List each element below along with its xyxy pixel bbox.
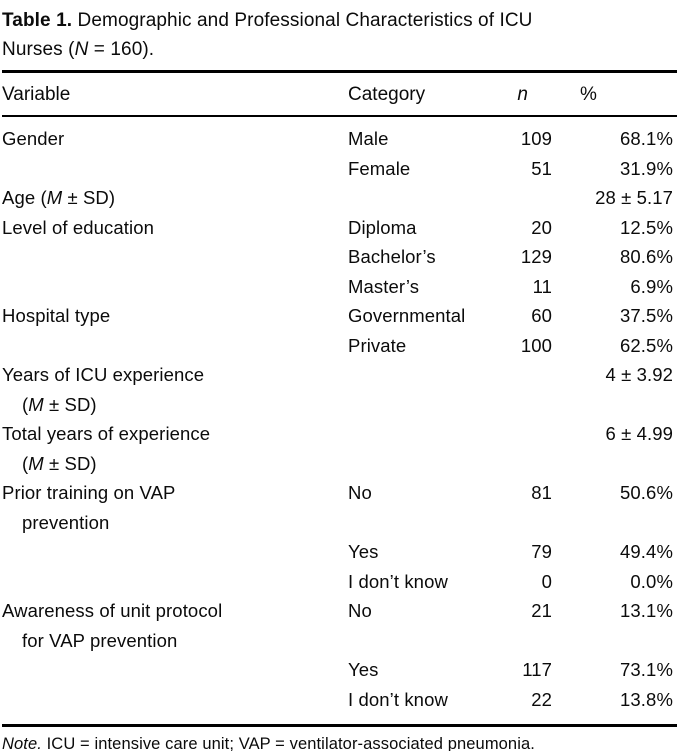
cell-n: 20 — [531, 216, 552, 238]
cell-percent: 31.9% — [620, 157, 673, 179]
header-row: Variable Category n % — [2, 71, 677, 117]
cell-percent: 6.9% — [630, 275, 673, 297]
cell-n: 129 — [520, 246, 552, 267]
cell-variable: Awareness of unit protocol for VAP preven… — [2, 600, 223, 651]
cell-variable: Hospital type — [2, 305, 111, 326]
cell-percent: 49.4% — [620, 541, 673, 562]
table-title-line1: Demographic and Professional Characteris… — [77, 10, 533, 31]
cell-category: Diploma — [348, 216, 417, 238]
column-header-category: Category — [348, 71, 476, 117]
table-row: Gender Male 109 68.1% — [2, 116, 677, 154]
table-row: Female 51 31.9% — [2, 154, 677, 184]
table-row: I don’t know 0 0.0% — [2, 567, 677, 597]
cell-variable — [2, 655, 348, 685]
cell-n: 11 — [532, 275, 552, 297]
cell-category: Yes — [348, 541, 379, 562]
cell-variable: Prior training on VAP prevention — [2, 482, 176, 533]
cell-percent: 68.1% — [620, 128, 673, 149]
cell-variable — [2, 272, 348, 302]
table-row: I don’t know 22 13.8% — [2, 685, 677, 726]
cell-category — [348, 183, 476, 213]
cell-percent: 73.1% — [620, 659, 673, 680]
cell-variable — [2, 567, 348, 597]
table-row: Yes 117 73.1% — [2, 655, 677, 685]
cell-percent: 50.6% — [620, 482, 673, 503]
cell-category — [348, 419, 476, 478]
cell-n: 22 — [531, 688, 552, 710]
cell-n: 21 — [531, 600, 552, 621]
cell-n: 117 — [522, 659, 552, 680]
cell-variable: Gender — [2, 128, 65, 149]
table-row: Level of education Diploma 20 12.5% — [2, 213, 677, 243]
cell-percent: 6 ± 4.99 — [605, 423, 673, 444]
table-row: Age (M ± SD) 28 ± 5.17 — [2, 183, 677, 213]
table-note: Note. ICU = intensive care unit; VAP = v… — [2, 735, 535, 751]
cell-percent: 0.0% — [630, 570, 673, 592]
cell-category — [348, 360, 476, 419]
cell-n: 60 — [531, 305, 552, 326]
cell-percent: 12.5% — [620, 216, 673, 238]
cell-category: Male — [348, 128, 389, 149]
column-header-n: n — [476, 71, 552, 117]
cell-category: Private — [348, 334, 407, 356]
cell-percent: 4 ± 3.92 — [605, 364, 673, 385]
cell-variable: Years of ICU experience (M ± SD) — [2, 364, 205, 415]
cell-percent: 37.5% — [620, 305, 673, 326]
cell-n — [476, 183, 552, 213]
table-body: Gender Male 109 68.1% Female 51 31.9% Ag… — [2, 116, 677, 726]
cell-variable — [2, 685, 348, 726]
cell-n: 100 — [520, 334, 552, 356]
cell-variable — [2, 537, 348, 567]
cell-category: Bachelor’s — [348, 246, 436, 267]
cell-percent: 80.6% — [620, 246, 673, 267]
cell-variable — [2, 331, 348, 361]
cell-n: 79 — [531, 541, 552, 562]
cell-percent: 13.1% — [620, 600, 673, 621]
demographics-table: Variable Category n % Gender Male 109 68… — [2, 70, 677, 727]
cell-variable: Level of education — [2, 216, 154, 238]
cell-category: Female — [348, 157, 411, 179]
cell-variable — [2, 154, 348, 184]
cell-n — [476, 360, 552, 419]
cell-percent: 62.5% — [620, 334, 673, 356]
cell-variable: Age (M ± SD) — [2, 187, 116, 208]
cell-category: Master’s — [348, 275, 420, 297]
cell-n: 81 — [531, 482, 552, 503]
cell-variable — [2, 242, 348, 272]
cell-n — [476, 419, 552, 478]
cell-category: Yes — [348, 659, 379, 680]
table-row: Private 100 62.5% — [2, 331, 677, 361]
table-title: Table 1. Demographic and Professional Ch… — [2, 6, 677, 64]
cell-percent: 28 ± 5.17 — [595, 187, 673, 208]
table-row: Total years of experience (M ± SD) 6 ± 4.… — [2, 419, 677, 478]
cell-variable: Total years of experience (M ± SD) — [2, 423, 211, 474]
cell-category: Governmental — [348, 305, 466, 326]
cell-n: 51 — [531, 157, 552, 179]
table-header: Variable Category n % — [2, 71, 677, 117]
table-row: Prior training on VAP prevention No 81 50… — [2, 478, 677, 537]
cell-n: 0 — [541, 570, 552, 592]
cell-category: I don’t know — [348, 688, 448, 710]
table-row: Bachelor’s 129 80.6% — [2, 242, 677, 272]
column-header-percent: % — [552, 71, 677, 117]
cell-category: I don’t know — [348, 570, 448, 592]
table-row: Hospital type Governmental 60 37.5% — [2, 301, 677, 331]
table-number-label: Table 1. — [2, 10, 73, 31]
table-row: Master’s 11 6.9% — [2, 272, 677, 302]
cell-n: 109 — [520, 128, 552, 149]
cell-percent: 13.8% — [620, 688, 673, 710]
table-row: Yes 79 49.4% — [2, 537, 677, 567]
table-row: Years of ICU experience (M ± SD) 4 ± 3.92 — [2, 360, 677, 419]
cell-category: No — [348, 482, 372, 503]
cell-category: No — [348, 600, 372, 621]
table-row: Awareness of unit protocol for VAP preven… — [2, 596, 677, 655]
column-header-variable: Variable — [2, 71, 348, 117]
table-title-line2: Nurses (N = 160). — [2, 39, 155, 60]
